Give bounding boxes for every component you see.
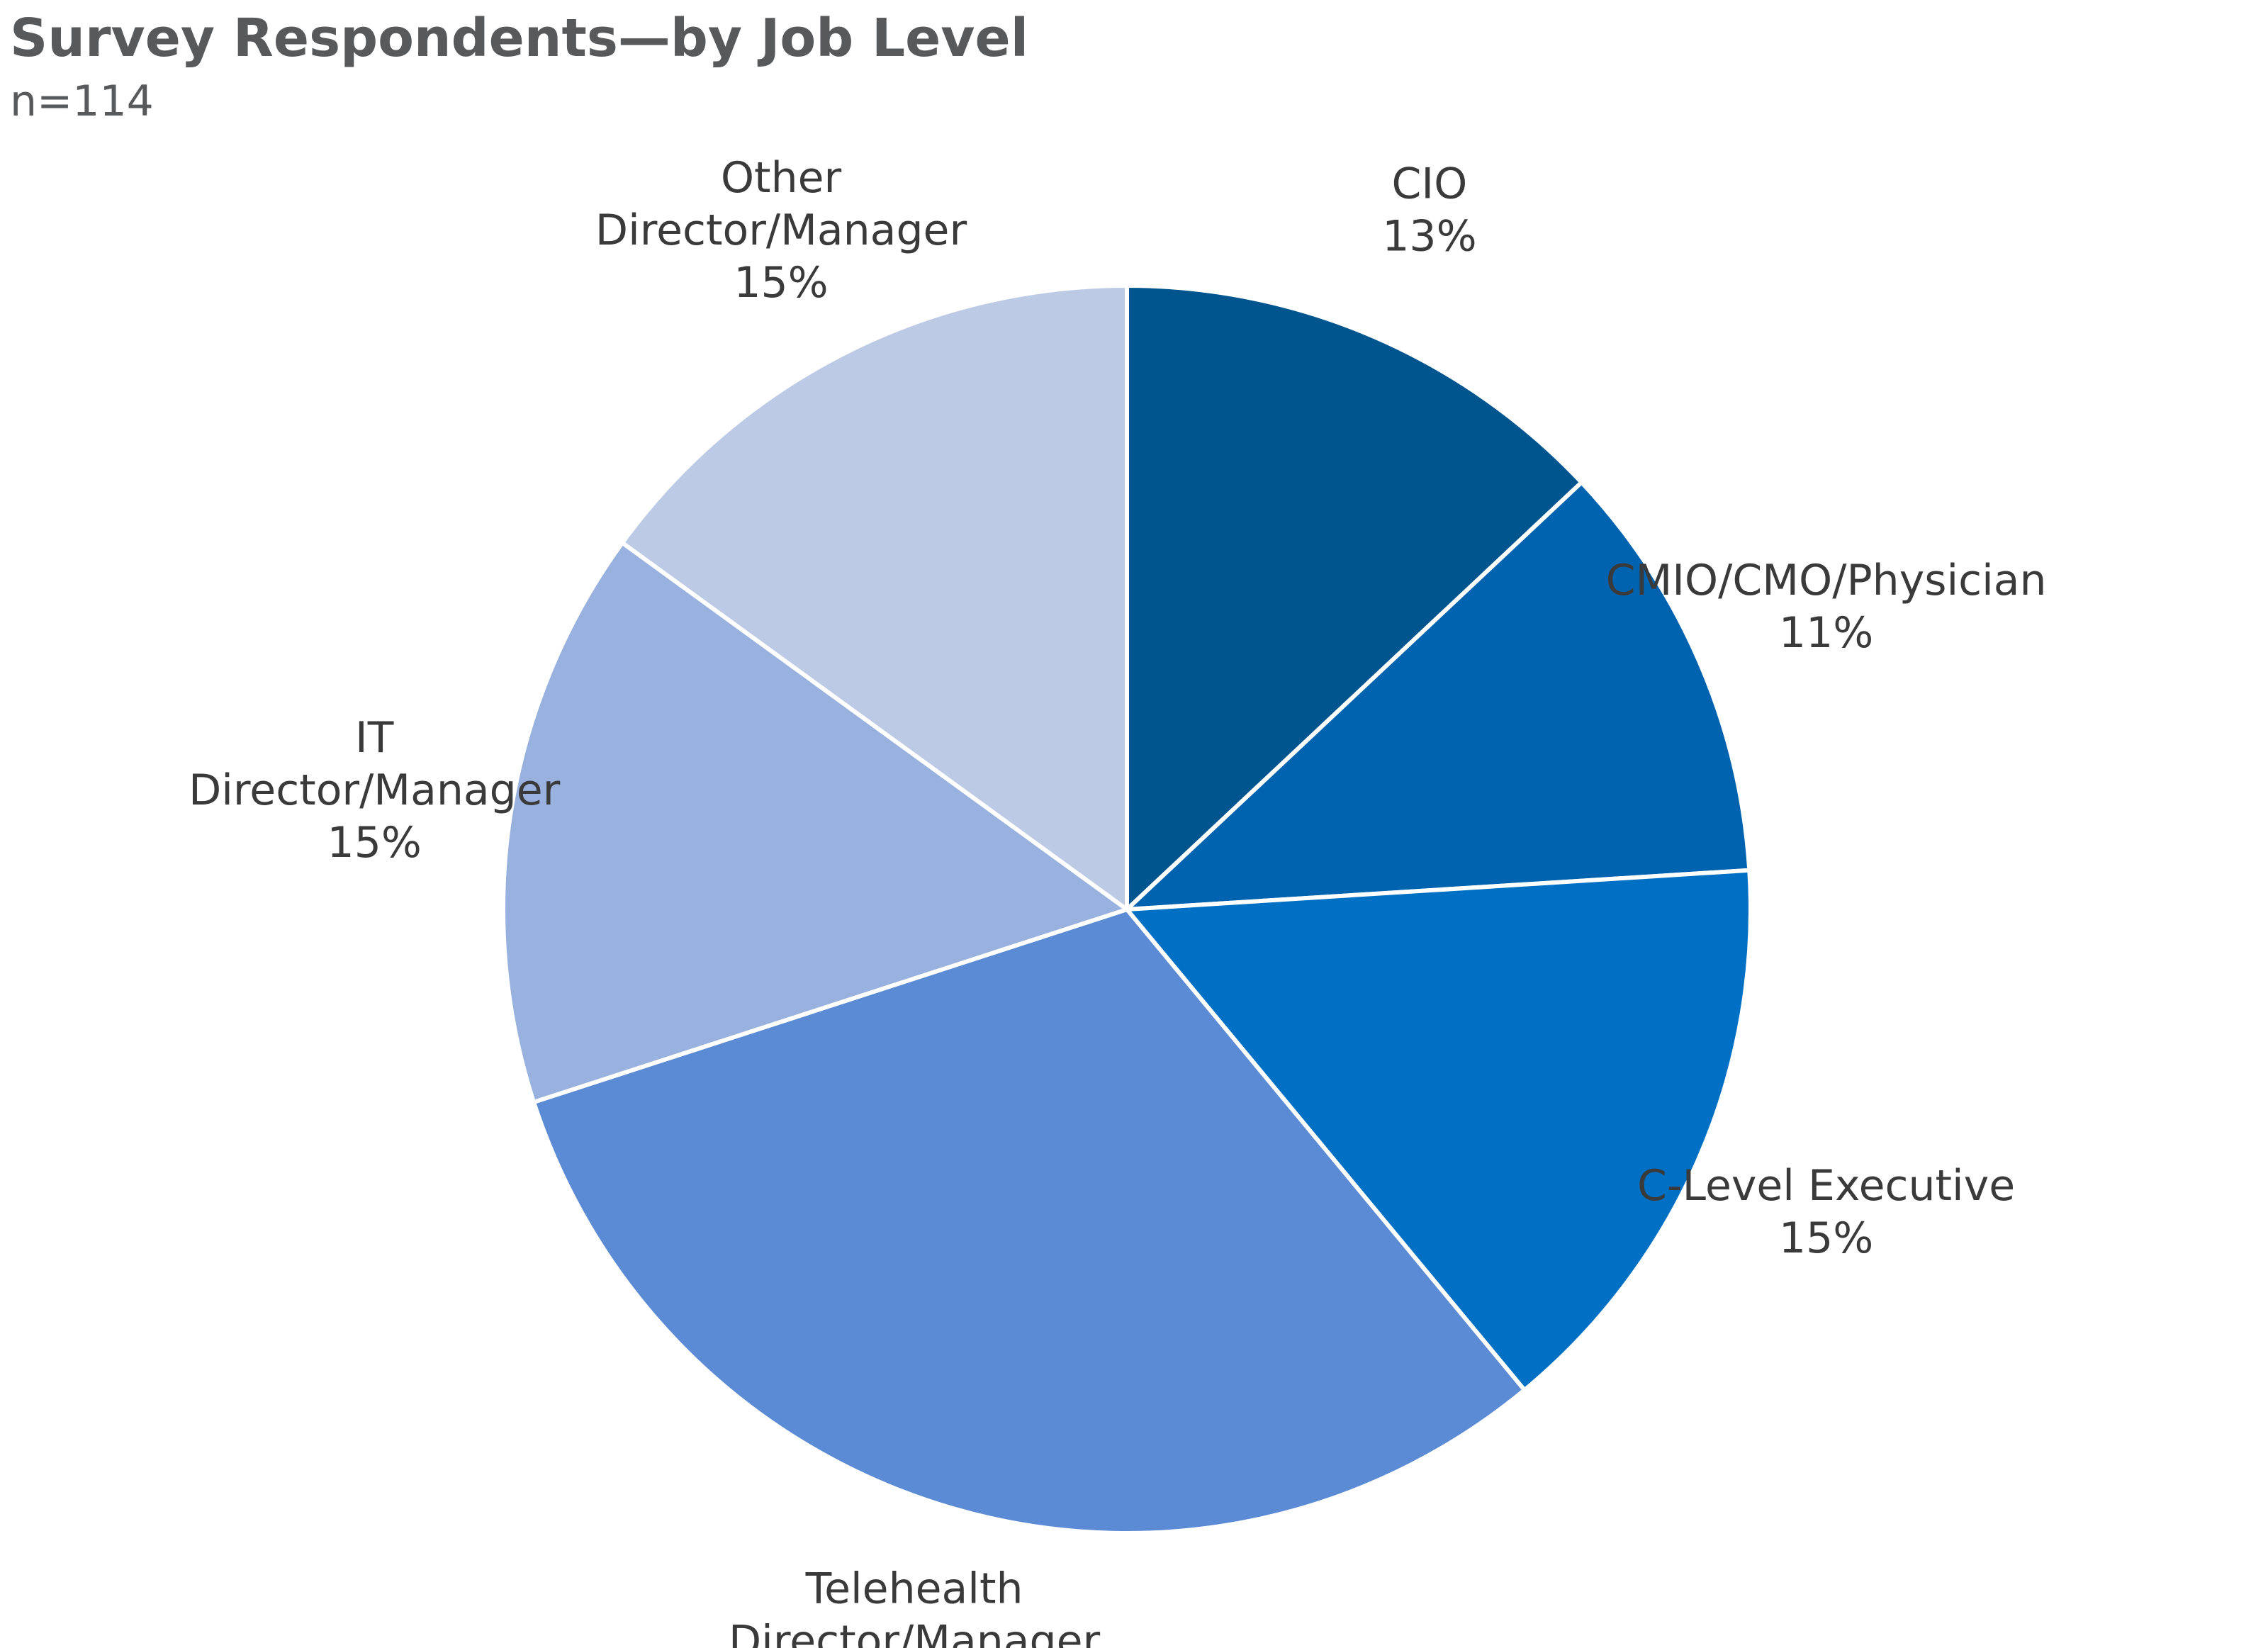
slice-label-line: IT (355, 713, 394, 763)
slice-label-line: CMIO/CMO/Physician (1606, 556, 2047, 605)
chart-subtitle: n=114 (10, 77, 154, 126)
slice-label-c-level-executive: C-Level Executive 15% (1637, 1161, 2015, 1263)
slice-label-line: Director/Manager (729, 1616, 1101, 1648)
pie-slice-cio (1125, 284, 1584, 912)
slice-percent: 15% (734, 258, 828, 308)
slice-percent: 15% (327, 818, 422, 868)
pie-slice-cmio-cmo-physician (1125, 480, 1752, 912)
pie-slices (501, 284, 1753, 1535)
chart-title: Survey Respondents—by Job Level (10, 8, 1029, 69)
slice-percent: 11% (1779, 608, 1873, 658)
slice-label-line: C-Level Executive (1637, 1161, 2015, 1211)
slice-label-cio: CIO 13% (1382, 159, 1476, 261)
pie-slice-it-director-manager (501, 540, 1129, 1104)
slice-label-line: Telehealth (805, 1564, 1023, 1613)
slice-label-line: Director/Manager (595, 206, 967, 255)
slice-label-line: Director/Manager (189, 766, 561, 815)
slice-label-cmio-cmo-physician: CMIO/CMO/Physician 11% (1606, 556, 2047, 658)
slice-label-line: CIO (1391, 159, 1467, 208)
slice-percent: 13% (1382, 211, 1476, 261)
slice-label-other-director-manager: Other Director/Manager 15% (595, 153, 967, 308)
slice-label-it-director-manager: IT Director/Manager 15% (189, 713, 561, 868)
pie-slice-telehealth-director-manager (532, 907, 1527, 1535)
pie-slice-c-level-executive (1125, 868, 1753, 1393)
slice-percent: 15% (1779, 1213, 1873, 1263)
pie-labels: CIO 13% CMIO/CMO/Physician 11% C-Level Execu… (189, 153, 2047, 1648)
pie-slice-other-director-manager (620, 284, 1129, 912)
slice-label-line: Other (721, 153, 842, 203)
